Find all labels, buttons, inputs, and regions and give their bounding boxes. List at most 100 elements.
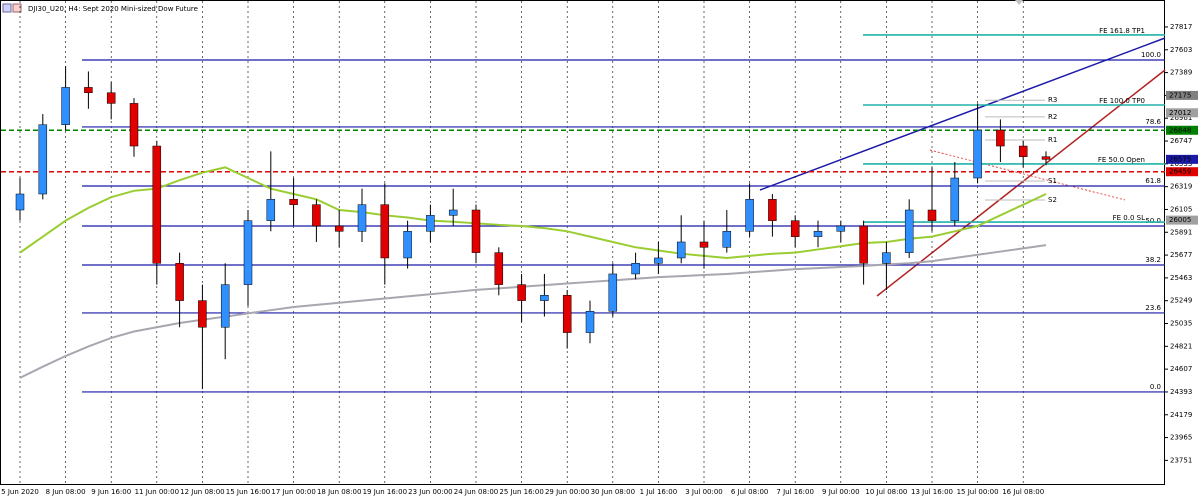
candle-body: [745, 199, 754, 232]
candle-body: [631, 263, 640, 275]
x-tick-label: 9 Jun 16:00: [91, 488, 131, 496]
chart-title: DJI30_U20, H4: Sept 2020 Mini-sized Dow …: [28, 5, 198, 13]
y-tick-label: 26105: [1170, 205, 1192, 213]
x-tick-label: 7 Jul 16:00: [776, 488, 814, 496]
plot-frame: [0, 0, 1165, 485]
fib-label: 100.0: [1141, 51, 1161, 59]
candle-body: [243, 220, 253, 285]
projection-line: [929, 149, 1126, 201]
candle-body: [357, 204, 367, 232]
candle-body: [15, 193, 25, 211]
price-label-box: [1166, 215, 1198, 225]
price-label: 27012: [1169, 109, 1191, 117]
x-tick-label: 16 Jul 08:00: [1002, 488, 1044, 496]
x-tick-label: 29 Jun 00:00: [545, 488, 589, 496]
price-label-box: [1166, 167, 1198, 177]
y-tick-label: 25463: [1170, 274, 1192, 282]
candle-body: [334, 225, 344, 232]
pivot-label: S2: [1048, 196, 1057, 204]
candle-body: [676, 241, 686, 259]
x-tick-label: 10 Jul 08:00: [865, 488, 907, 496]
x-tick-label: 9 Jul 00:00: [822, 488, 860, 496]
candle-body: [813, 231, 823, 237]
x-tick-label: 11 Jun 00:00: [135, 488, 179, 496]
candle-body: [106, 92, 116, 104]
y-tick-label: 26319: [1170, 183, 1192, 191]
scroll-marker: [1015, 0, 1023, 5]
candle-body: [882, 252, 891, 264]
candle-body: [494, 252, 504, 285]
y-tick-label: 25035: [1170, 320, 1192, 328]
price-label: 26459: [1169, 168, 1191, 176]
y-tick-label: 27389: [1170, 69, 1192, 77]
y-tick-label: 27817: [1170, 23, 1192, 31]
chart-icon: [12, 3, 22, 13]
candle-body: [790, 220, 800, 237]
x-tick-label: 15 Jul 00:00: [957, 488, 999, 496]
fib-label: 0.0: [1150, 383, 1161, 391]
y-tick-label: 24607: [1170, 365, 1192, 373]
candle-body: [540, 295, 549, 301]
y-tick-label: 24179: [1170, 411, 1192, 419]
candle-body: [608, 273, 618, 312]
trend-line: [876, 69, 1166, 297]
x-tick-label: 13 Jul 16:00: [911, 488, 953, 496]
candle-body: [129, 103, 139, 147]
fib-label: 23.6: [1145, 304, 1161, 312]
fe-label: FE 50.0 Open: [1098, 156, 1145, 164]
candle-body: [175, 263, 184, 301]
price-label-box: [1166, 90, 1198, 100]
x-tick-label: 30 Jun 08:00: [591, 488, 635, 496]
candle-body: [996, 129, 1005, 147]
candle-body: [84, 87, 93, 93]
price-label-box: [1166, 125, 1198, 135]
candle-body: [38, 124, 48, 195]
candle-body: [1041, 156, 1051, 160]
fib-label: 38.2: [1145, 256, 1161, 264]
fib-label: 61.8: [1145, 177, 1161, 185]
trend-line: [759, 37, 1166, 191]
candle-body: [562, 295, 572, 333]
x-tick-label: 1 Jul 16:00: [640, 488, 678, 496]
x-tick-label: 3 Jul 00:00: [685, 488, 723, 496]
pivot-label: R2: [1048, 113, 1057, 121]
candle-body: [950, 177, 960, 221]
candle-body: [904, 209, 914, 253]
x-tick-label: 18 Jun 08:00: [317, 488, 361, 496]
fib-label: 50.0: [1145, 217, 1161, 225]
price-label: 27175: [1169, 91, 1191, 99]
pivot-label: R1: [1048, 136, 1057, 144]
x-tick-label: 12 Jun 08:00: [180, 488, 224, 496]
candle-body: [380, 204, 390, 259]
y-tick-label: 26747: [1170, 137, 1192, 145]
y-tick-label: 24821: [1170, 342, 1192, 350]
moving-average: [19, 244, 1047, 379]
candle-body: [1018, 145, 1028, 157]
candle-body: [517, 284, 526, 301]
candle-body: [220, 284, 230, 328]
candle-body: [471, 209, 481, 253]
candle-body: [836, 225, 846, 232]
y-tick-label: 25891: [1170, 228, 1192, 236]
x-tick-label: 25 Jun 16:00: [499, 488, 543, 496]
x-tick-label: 19 Jun 16:00: [363, 488, 407, 496]
y-tick-label: 27603: [1170, 46, 1192, 54]
x-tick-label: 17 Jun 00:00: [271, 488, 315, 496]
price-label-box: [1166, 108, 1198, 118]
candle-body: [289, 199, 298, 205]
pivot-label: R3: [1048, 96, 1057, 104]
candle-body: [403, 231, 412, 259]
price-label: 26848: [1169, 126, 1191, 134]
candle-body: [973, 129, 982, 179]
candle-body: [426, 215, 435, 232]
x-tick-label: 6 Jul 08:00: [731, 488, 769, 496]
x-tick-label: 24 Jun 08:00: [454, 488, 498, 496]
y-tick-label: 25249: [1170, 297, 1192, 305]
candle-body: [722, 231, 732, 248]
candle-body: [585, 311, 595, 333]
candle-body: [312, 204, 321, 227]
y-tick-label: 26961: [1170, 114, 1192, 122]
x-tick-label: 5 Jun 2020: [1, 488, 39, 496]
